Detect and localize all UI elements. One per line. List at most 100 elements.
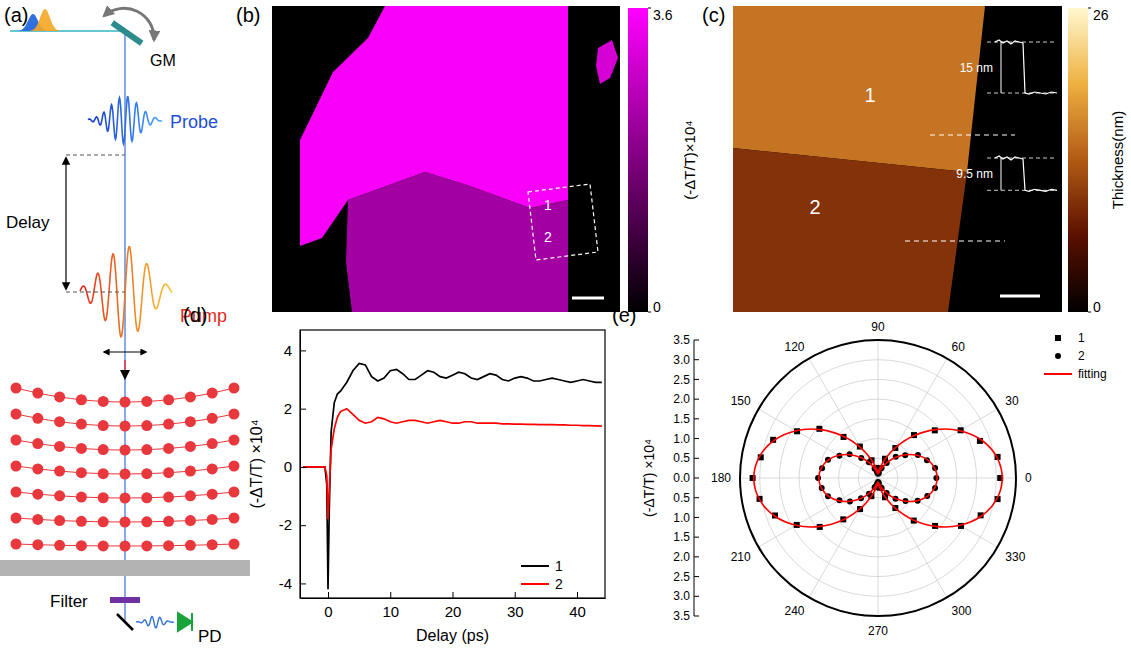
tick-label: -4: [279, 575, 292, 592]
atom: [76, 516, 87, 527]
atom: [32, 539, 43, 550]
atom: [141, 396, 152, 407]
atom: [120, 445, 131, 456]
atom: [229, 409, 240, 420]
tick-mark: [694, 497, 699, 498]
data-label: 9.5 nm: [956, 167, 993, 181]
tick-label: 0: [1025, 471, 1032, 485]
tick: -4: [279, 575, 306, 592]
atom: [54, 540, 65, 551]
legend-symbol: [521, 565, 549, 567]
lattice: [11, 383, 240, 552]
tick-label: 90: [871, 320, 885, 334]
region: [733, 148, 967, 312]
tick-mark: [694, 478, 699, 479]
delay-arrow: [65, 158, 66, 289]
tick-mark: [328, 592, 329, 598]
axis-line: [300, 331, 301, 599]
atom: [185, 466, 196, 477]
tick-label: 2.0: [673, 392, 690, 406]
tick: 0: [284, 458, 306, 475]
atom: [120, 517, 131, 528]
height-profile: [995, 40, 1057, 94]
panel-label: (a): [4, 4, 28, 26]
region: [596, 40, 618, 84]
atom: [32, 514, 43, 525]
tick: 4: [284, 342, 306, 359]
annotation: Delay: [6, 213, 50, 232]
atom: [76, 394, 87, 405]
atom: [185, 515, 196, 526]
atom: [229, 461, 240, 472]
legend-label: 1: [1078, 331, 1085, 345]
tick-label: 150: [731, 394, 751, 408]
tick-mark: [577, 592, 578, 598]
colorbar-label: 0: [1093, 299, 1101, 315]
colorbar-tick: [1088, 8, 1091, 9]
atom: [207, 514, 218, 525]
atom: [98, 492, 109, 503]
atom: [11, 461, 22, 472]
series-group: [750, 426, 1004, 530]
atom: [141, 540, 152, 551]
tick-mark: [694, 379, 699, 380]
tick-label: 0.0: [673, 471, 690, 485]
legend-label: 2: [1078, 349, 1085, 363]
tick-mark: [694, 359, 699, 360]
atom: [32, 388, 43, 399]
axis-title: (-ΔT/T) ×10⁴: [248, 419, 265, 508]
axis: -4-2024: [279, 331, 306, 599]
atom: [76, 443, 87, 454]
atom: [229, 513, 240, 524]
fit-curve: [754, 429, 1002, 527]
grid-spoke: [758, 478, 878, 547]
atom: [54, 391, 65, 402]
tick-label: 2.5: [673, 570, 690, 584]
legend-symbol: [1055, 335, 1061, 341]
atom: [98, 468, 109, 479]
data-label: 15 nm: [960, 61, 993, 75]
tick-label: 0.5: [673, 451, 690, 465]
region-label: 2: [544, 229, 552, 245]
panel-label: (d): [183, 304, 207, 326]
colorbar: [628, 8, 648, 312]
setup-diagram: GMProbePumpDelayFilterPD: [0, 8, 250, 646]
tick-label: 0: [324, 603, 332, 620]
atom: [141, 444, 152, 455]
pulse: [23, 9, 67, 31]
tick-mark: [694, 616, 699, 617]
axis-title: Delay (ps): [416, 627, 489, 644]
tick-mark: [300, 409, 306, 410]
tick-mark: [694, 458, 699, 459]
tick-mark: [300, 467, 306, 468]
grid-spoke: [878, 478, 998, 547]
grid-spoke: [809, 358, 878, 478]
tick-label: 180: [711, 471, 731, 485]
atom: [163, 419, 174, 430]
tick-label: 240: [784, 604, 804, 618]
atom: [207, 388, 218, 399]
atom: [120, 469, 131, 480]
atom: [98, 516, 109, 527]
series-group: [303, 364, 602, 590]
atom: [229, 487, 240, 498]
colorbar-label: 0: [653, 299, 661, 315]
panel-label: (b): [236, 4, 260, 26]
tick-mark: [300, 525, 306, 526]
tick: 10: [382, 592, 399, 620]
series-line: [303, 364, 602, 590]
atom: [11, 409, 22, 420]
tick: 2: [284, 400, 306, 417]
tick-label: 1.5: [673, 412, 690, 426]
atom: [98, 444, 109, 455]
grid-circle: [740, 340, 1016, 616]
tick-label: 2.5: [673, 373, 690, 387]
atom: [76, 492, 87, 503]
tick-label: 20: [445, 603, 462, 620]
atom: [185, 441, 196, 452]
grid-spoke: [878, 340, 879, 478]
region-label: 1: [864, 84, 875, 106]
axis-line: [740, 340, 1016, 616]
colorbar: [1068, 8, 1088, 312]
grid-spoke: [878, 358, 947, 478]
